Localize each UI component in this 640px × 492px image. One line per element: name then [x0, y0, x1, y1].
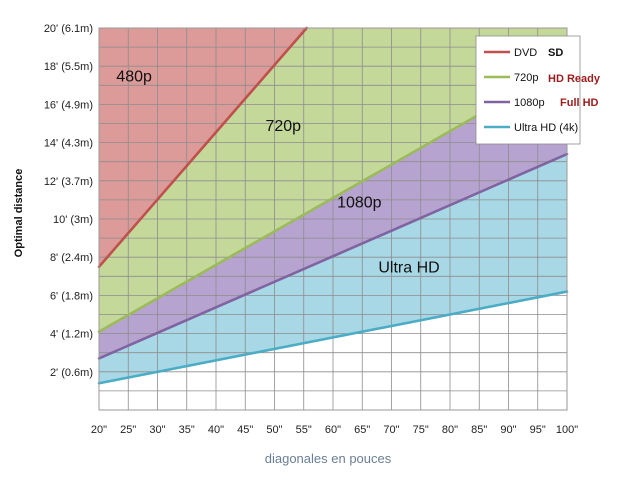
x-tick-label: 85": [471, 424, 487, 436]
x-tick-label: 95": [530, 424, 546, 436]
y-tick-label: 20' (6.1m): [44, 23, 93, 35]
x-tick-labels: 20" 25" 30" 35" 40" 45" 50" 55" 60" 65" 70" 75" 80" 8…: [91, 424, 578, 436]
x-tick-label: 80": [442, 424, 458, 436]
x-tick-label: 90": [500, 424, 516, 436]
x-tick-label: 30": [149, 424, 165, 436]
series-line-uhd: [97, 290, 569, 385]
legend-tag: HD Ready: [548, 73, 601, 85]
legend-label: 1080p: [514, 97, 545, 109]
series-line-1080p: [97, 152, 569, 360]
y-tick-label: 6' (1.8m): [50, 290, 93, 302]
x-tick-label: 65": [354, 424, 370, 436]
x-tick-label: 100": [556, 424, 578, 436]
y-tick-label: 8' (2.4m): [50, 252, 93, 264]
region-label: 480p: [116, 68, 152, 85]
y-tick-labels: 2' (0.6m) 4' (1.2m) 6' (1.8m) 8' (2.4m) 10' …: [44, 23, 93, 379]
legend-label: Ultra HD (4k): [514, 122, 578, 134]
y-tick-label: 16' (4.9m): [44, 99, 93, 111]
x-tick-label: 70": [383, 424, 399, 436]
x-axis-label: diagonales en pouces: [265, 451, 392, 466]
x-tick-label: 40": [208, 424, 224, 436]
plot-frame: [98, 27, 568, 411]
legend-label: DVD: [514, 47, 537, 59]
region-label: 1080p: [337, 195, 382, 212]
x-tick-label: 25": [120, 424, 136, 436]
region-labels: 480p 720p 1080p Ultra HD: [116, 68, 439, 276]
legend-tag: Full HD: [560, 97, 599, 109]
legend-tag: SD: [548, 47, 563, 59]
region-label: 720p: [265, 118, 301, 135]
y-axis-label: Optimal distance: [13, 169, 25, 258]
y-tick-label: 14' (4.3m): [44, 138, 93, 150]
x-tick-label: 75": [413, 424, 429, 436]
legend-label: 720p: [514, 72, 538, 84]
y-tick-label: 18' (5.5m): [44, 61, 93, 73]
x-tick-label: 60": [325, 424, 341, 436]
y-tick-label: 10' (3m): [53, 214, 93, 226]
y-tick-label: 4' (1.2m): [50, 329, 93, 341]
x-tick-label: 55": [296, 424, 312, 436]
x-tick-label: 35": [179, 424, 195, 436]
x-tick-label: 50": [266, 424, 282, 436]
y-tick-label: 12' (3.7m): [44, 176, 93, 188]
y-tick-label: 2' (0.6m): [50, 367, 93, 379]
x-tick-label: 20": [91, 424, 107, 436]
x-tick-label: 45": [237, 424, 253, 436]
series-line-480p: [97, 26, 308, 269]
region-label: Ultra HD: [378, 259, 439, 276]
